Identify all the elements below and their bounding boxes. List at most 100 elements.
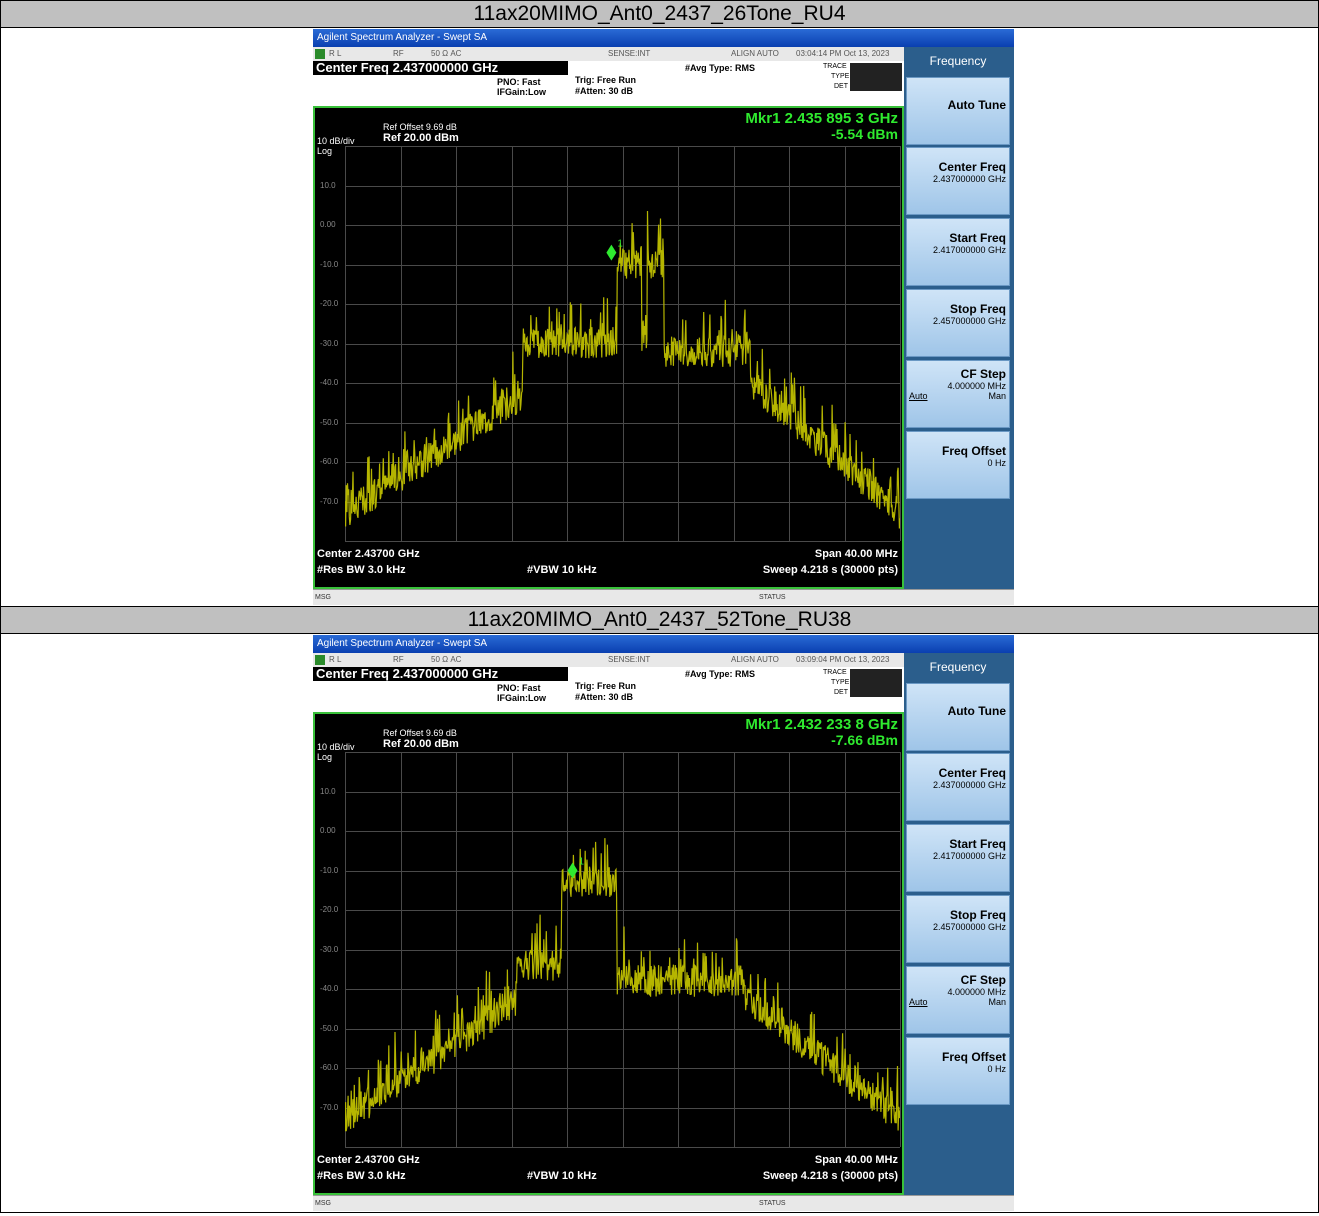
lxi-icon	[315, 49, 325, 59]
center-freq-label: Center Freq	[938, 160, 1006, 174]
y-axis-label: -60.0	[320, 457, 339, 466]
message-bar: MSG STATUS	[313, 589, 1014, 605]
trace-svg: 1	[345, 838, 900, 1132]
start-freq-value: 2.417000000 GHz	[932, 245, 1006, 255]
marker-diamond-icon[interactable]	[606, 244, 617, 261]
db-per-div: 10 dB/div	[317, 742, 355, 752]
trace-label: TRACE	[823, 63, 847, 70]
center-freq-title: Center Freq 2.437000000 GHz	[313, 667, 568, 681]
freq-offset-label: Freq Offset	[941, 444, 1006, 458]
det-label: DET	[834, 689, 848, 696]
grid-line-horizontal	[345, 989, 900, 990]
trace-screen: Mkr1 2.435 895 3 GHz -5.54 dBm Ref Offse…	[313, 106, 904, 589]
rl-label: R L	[329, 655, 342, 664]
grid-line-vertical	[733, 752, 735, 1147]
marker-frequency: Mkr1 2.432 233 8 GHz	[745, 716, 898, 733]
span-readout: Span 40.00 MHz	[814, 1154, 898, 1166]
grid-line-horizontal	[345, 462, 900, 463]
cf-step-value: 4.000000 MHz	[947, 987, 1006, 997]
auto-tune-label: Auto Tune	[947, 704, 1006, 718]
panel-2-cell: Agilent Spectrum Analyzer - Swept SA R L…	[0, 633, 1319, 1213]
pno-label: PNO: Fast	[497, 683, 541, 693]
man-option[interactable]: Man	[988, 391, 1006, 401]
rf-label: RF	[393, 49, 404, 58]
stop-freq-label: Stop Freq	[950, 908, 1006, 922]
ref-level: Ref 20.00 dBm	[383, 738, 459, 750]
plot-area: 1	[345, 752, 901, 1148]
window-title: Agilent Spectrum Analyzer - Swept SA	[313, 29, 1014, 47]
lxi-icon	[315, 655, 325, 665]
grid-line-horizontal	[345, 1107, 900, 1109]
center-freq-title: Center Freq 2.437000000 GHz	[313, 61, 568, 75]
grid-line-horizontal	[345, 383, 900, 384]
align-label: ALIGN AUTO	[731, 49, 779, 58]
y-axis-label: -30.0	[320, 338, 339, 348]
marker-level: -7.66 dBm	[831, 732, 898, 748]
grid-line-vertical	[900, 752, 901, 1147]
grid-line-vertical	[900, 146, 901, 541]
stop-freq-button[interactable]: Stop Freq 2.457000000 GHz	[906, 895, 1010, 963]
trace-indicator	[850, 63, 902, 91]
grid-line-horizontal	[345, 949, 900, 951]
sense-label: SENSE:INT	[608, 655, 651, 664]
y-axis-label: -40.0	[320, 378, 339, 387]
panel-1-header: 11ax20MIMO_Ant0_2437_26Tone_RU4	[0, 0, 1319, 28]
stop-freq-button[interactable]: Stop Freq 2.457000000 GHz	[906, 289, 1010, 357]
auto-tune-label: Auto Tune	[947, 98, 1006, 112]
y-axis-label: -40.0	[320, 984, 339, 993]
y-axis-label: 0.00	[320, 220, 336, 229]
grid-line-vertical	[733, 146, 735, 541]
y-axis-label: -50.0	[320, 417, 339, 427]
center-freq-button[interactable]: Center Freq 2.437000000 GHz	[906, 753, 1010, 821]
spectrum-trace	[345, 210, 900, 529]
freq-offset-button[interactable]: Freq Offset 0 Hz	[906, 1037, 1010, 1105]
stop-freq-value: 2.457000000 GHz	[932, 316, 1006, 326]
rf-label: RF	[393, 655, 404, 664]
vbw-readout: #VBW 10 kHz	[527, 1170, 597, 1182]
sense-label: SENSE:INT	[608, 49, 651, 58]
db-per-div: 10 dB/div	[317, 136, 355, 146]
cf-step-button[interactable]: CF Step 4.000000 MHz Auto Man	[906, 360, 1010, 428]
softkey-menu-title: Frequency	[906, 655, 1010, 680]
y-axis-label: 10.0	[320, 180, 336, 190]
pno-label: PNO: Fast	[497, 77, 541, 87]
center-freq-button[interactable]: Center Freq 2.437000000 GHz	[906, 147, 1010, 215]
freq-offset-button[interactable]: Freq Offset 0 Hz	[906, 431, 1010, 499]
log-scale-label: Log	[317, 146, 333, 156]
freq-offset-value: 0 Hz	[987, 458, 1006, 468]
type-label: TYPE	[831, 73, 850, 80]
timestamp: 03:09:04 PM Oct 13, 2023	[796, 655, 890, 664]
trig-label: Trig: Free Run	[575, 75, 637, 85]
cf-step-button[interactable]: CF Step 4.000000 MHz Auto Man	[906, 966, 1010, 1034]
auto-tune-button[interactable]: Auto Tune	[906, 683, 1010, 751]
sweep-readout: Sweep 4.218 s (30000 pts)	[762, 1170, 898, 1182]
y-axis-label: -20.0	[320, 905, 339, 914]
auto-tune-button[interactable]: Auto Tune	[906, 77, 1010, 145]
footer: Center 2.43700 GHz Span 40.00 MHz #Res B…	[315, 1150, 902, 1193]
auto-option[interactable]: Auto	[909, 997, 928, 1007]
vbw-readout: #VBW 10 kHz	[527, 564, 597, 576]
y-axis-label: 0.00	[320, 826, 336, 835]
softkey-panel: Frequency Auto Tune Center Freq 2.4370000…	[904, 653, 1014, 1195]
marker-number: 1	[617, 239, 623, 250]
marker-frequency: Mkr1 2.435 895 3 GHz	[745, 110, 898, 127]
auto-option[interactable]: Auto	[909, 391, 928, 401]
grid-line-horizontal	[345, 422, 900, 424]
man-option[interactable]: Man	[988, 997, 1006, 1007]
freq-offset-label: Freq Offset	[941, 1050, 1006, 1064]
panel-1-cell: Agilent Spectrum Analyzer - Swept SA R L…	[0, 27, 1319, 607]
y-axis-label: -30.0	[320, 944, 339, 954]
center-readout: Center 2.43700 GHz	[317, 548, 420, 560]
start-freq-button[interactable]: Start Freq 2.417000000 GHz	[906, 824, 1010, 892]
type-label: TYPE	[831, 679, 850, 686]
y-axis-label: -50.0	[320, 1023, 339, 1033]
ifgain-label: IFGain:Low	[497, 87, 546, 97]
y-axis-label: -20.0	[320, 299, 339, 308]
stop-freq-value: 2.457000000 GHz	[932, 922, 1006, 932]
start-freq-button[interactable]: Start Freq 2.417000000 GHz	[906, 218, 1010, 286]
impedance-label: 50 Ω AC	[431, 655, 462, 664]
trace-label: TRACE	[823, 669, 847, 676]
ref-offset: Ref Offset 9.69 dB	[383, 122, 457, 132]
marker-diamond-icon[interactable]	[567, 862, 578, 879]
impedance-label: 50 Ω AC	[431, 49, 462, 58]
